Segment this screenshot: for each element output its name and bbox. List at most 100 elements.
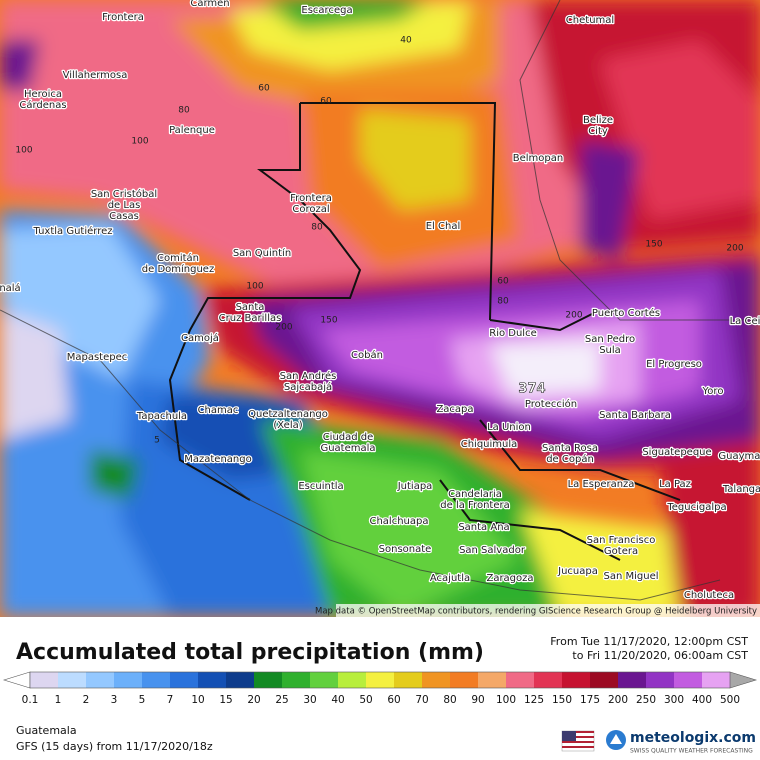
place-label: Chalchuapa: [369, 516, 428, 527]
contour-labels: 40 60 60 80 100 80 100 150 200 200 150 200 60 80 5 100: [15, 36, 743, 446]
legend-swatch: [142, 672, 171, 688]
legend-swatch: [422, 672, 451, 688]
legend-label: 300: [664, 694, 684, 706]
place-label: de Copán: [546, 453, 594, 465]
borders: [168, 102, 681, 561]
place-label: Sula: [599, 345, 621, 356]
contour-label: 100: [246, 282, 263, 292]
contour-label: 150: [320, 316, 337, 326]
contour-label: 80: [497, 297, 509, 307]
max-value-label: 374: [518, 382, 545, 397]
legend-label: 100: [496, 694, 516, 706]
legend-label: 175: [580, 694, 600, 706]
place-label: Escarcega: [301, 5, 352, 16]
place-label: El Chal: [426, 221, 461, 232]
legend-label: 500: [720, 694, 740, 706]
place-label: Comitán: [157, 252, 199, 264]
place-label: San Cristóbal: [91, 188, 157, 200]
legend-label: 10: [191, 694, 204, 706]
place-label: Puerto Cortés: [592, 307, 660, 319]
date-from: From Tue 11/17/2020, 12:00pm CST: [550, 635, 748, 648]
place-label: El Progreso: [646, 359, 702, 370]
legend-swatch: [114, 672, 143, 688]
legend-label: 60: [387, 694, 400, 706]
legend-swatch: [450, 672, 479, 688]
legend-label: 3: [111, 694, 118, 706]
place-label: Frontera: [102, 12, 144, 23]
legend-swatch: [394, 672, 423, 688]
place-label: San Miguel: [603, 571, 658, 582]
place-label: Mazatenango: [184, 454, 251, 465]
place-label: Sonsonate: [379, 544, 432, 555]
place-label: Cobán: [351, 349, 383, 361]
place-label: Tapachula: [136, 411, 187, 422]
place-label: (Xela): [273, 420, 302, 431]
flag: [561, 730, 595, 752]
brand-logo: [606, 730, 626, 750]
legend-swatch: [534, 672, 563, 688]
place-label: Ciudad de: [323, 432, 374, 443]
brand: meteologix.com: [630, 730, 756, 746]
legend-label: 125: [524, 694, 544, 706]
place-label: La Paz: [659, 479, 691, 490]
place-label: Palenque: [169, 125, 215, 136]
place-label: de Las: [108, 200, 141, 211]
place-label: Casas: [109, 211, 139, 222]
legend-label: 7: [167, 694, 174, 706]
legend-label: 20: [247, 694, 260, 706]
place-label: Carmen: [190, 0, 229, 9]
place-label: San Pedro: [585, 334, 635, 345]
legend-swatch: [646, 672, 675, 688]
legend-swatch: [170, 672, 199, 688]
place-label: La Union: [487, 422, 531, 433]
place-label: Jucuapa: [557, 566, 598, 577]
contour-label: 200: [275, 323, 292, 333]
legend-label: 50: [359, 694, 372, 706]
contour-label: 5: [154, 436, 160, 446]
place-label: Guaymas: [718, 451, 760, 462]
place-label: Villahermosa: [63, 70, 128, 81]
place-label: Mapastepec: [67, 352, 128, 363]
place-label: Santa Rosa: [542, 443, 598, 454]
legend-label: 25: [275, 694, 288, 706]
place-label: de Domínguez: [142, 263, 214, 275]
place-label: Corozal: [292, 204, 329, 215]
place-label: San Quintín: [233, 247, 291, 259]
place-label: Frontera: [290, 193, 332, 204]
region: Guatemala: [16, 724, 77, 737]
legend-swatch: [30, 672, 59, 688]
place-label: Belize: [583, 115, 613, 126]
legend-swatch: [366, 672, 395, 688]
legend-swatch: [58, 672, 87, 688]
place-label: Guatemala: [320, 443, 375, 454]
legend-label: 80: [443, 694, 456, 706]
contour-label: 60: [497, 277, 509, 287]
place-label: Zacapa: [436, 404, 473, 415]
title: Accumulated total precipitation (mm): [16, 640, 484, 665]
color-legend: 0.1 1 2 3 5 7 10 15 20 25 30 40 50 60 70 80 90 100 125 150 1…: [2, 671, 758, 706]
contour-label: 100: [15, 146, 32, 156]
place-label: Chetumal: [566, 15, 614, 26]
place-label: Acajutla: [430, 573, 470, 584]
contour-label: 40: [400, 36, 412, 46]
place-label: San Andrés: [280, 370, 337, 382]
place-label: Tuxtla Gutiérrez: [32, 225, 112, 237]
map: Carmen Frontera Escarcega Chetumal Villaherm…: [0, 0, 760, 617]
legend-swatch: [674, 672, 703, 688]
precip-field: [0, 0, 760, 617]
legend-label: 15: [219, 694, 232, 706]
contour-label: 200: [565, 311, 582, 321]
contour-label: 200: [726, 244, 743, 254]
place-labels: Carmen Frontera Escarcega Chetumal Villaherm…: [0, 0, 760, 602]
legend-label: 150: [552, 694, 572, 706]
contour-label: 60: [320, 97, 332, 107]
place-label: nalá: [0, 282, 21, 294]
place-label: Candelaria: [448, 489, 502, 500]
legend-label: 30: [303, 694, 316, 706]
place-label: Jutiapa: [397, 481, 433, 492]
legend-label: 5: [139, 694, 146, 706]
place-label: Santa Barbara: [599, 410, 671, 421]
legend-swatch: [478, 672, 507, 688]
legend-label: 1: [55, 694, 62, 706]
